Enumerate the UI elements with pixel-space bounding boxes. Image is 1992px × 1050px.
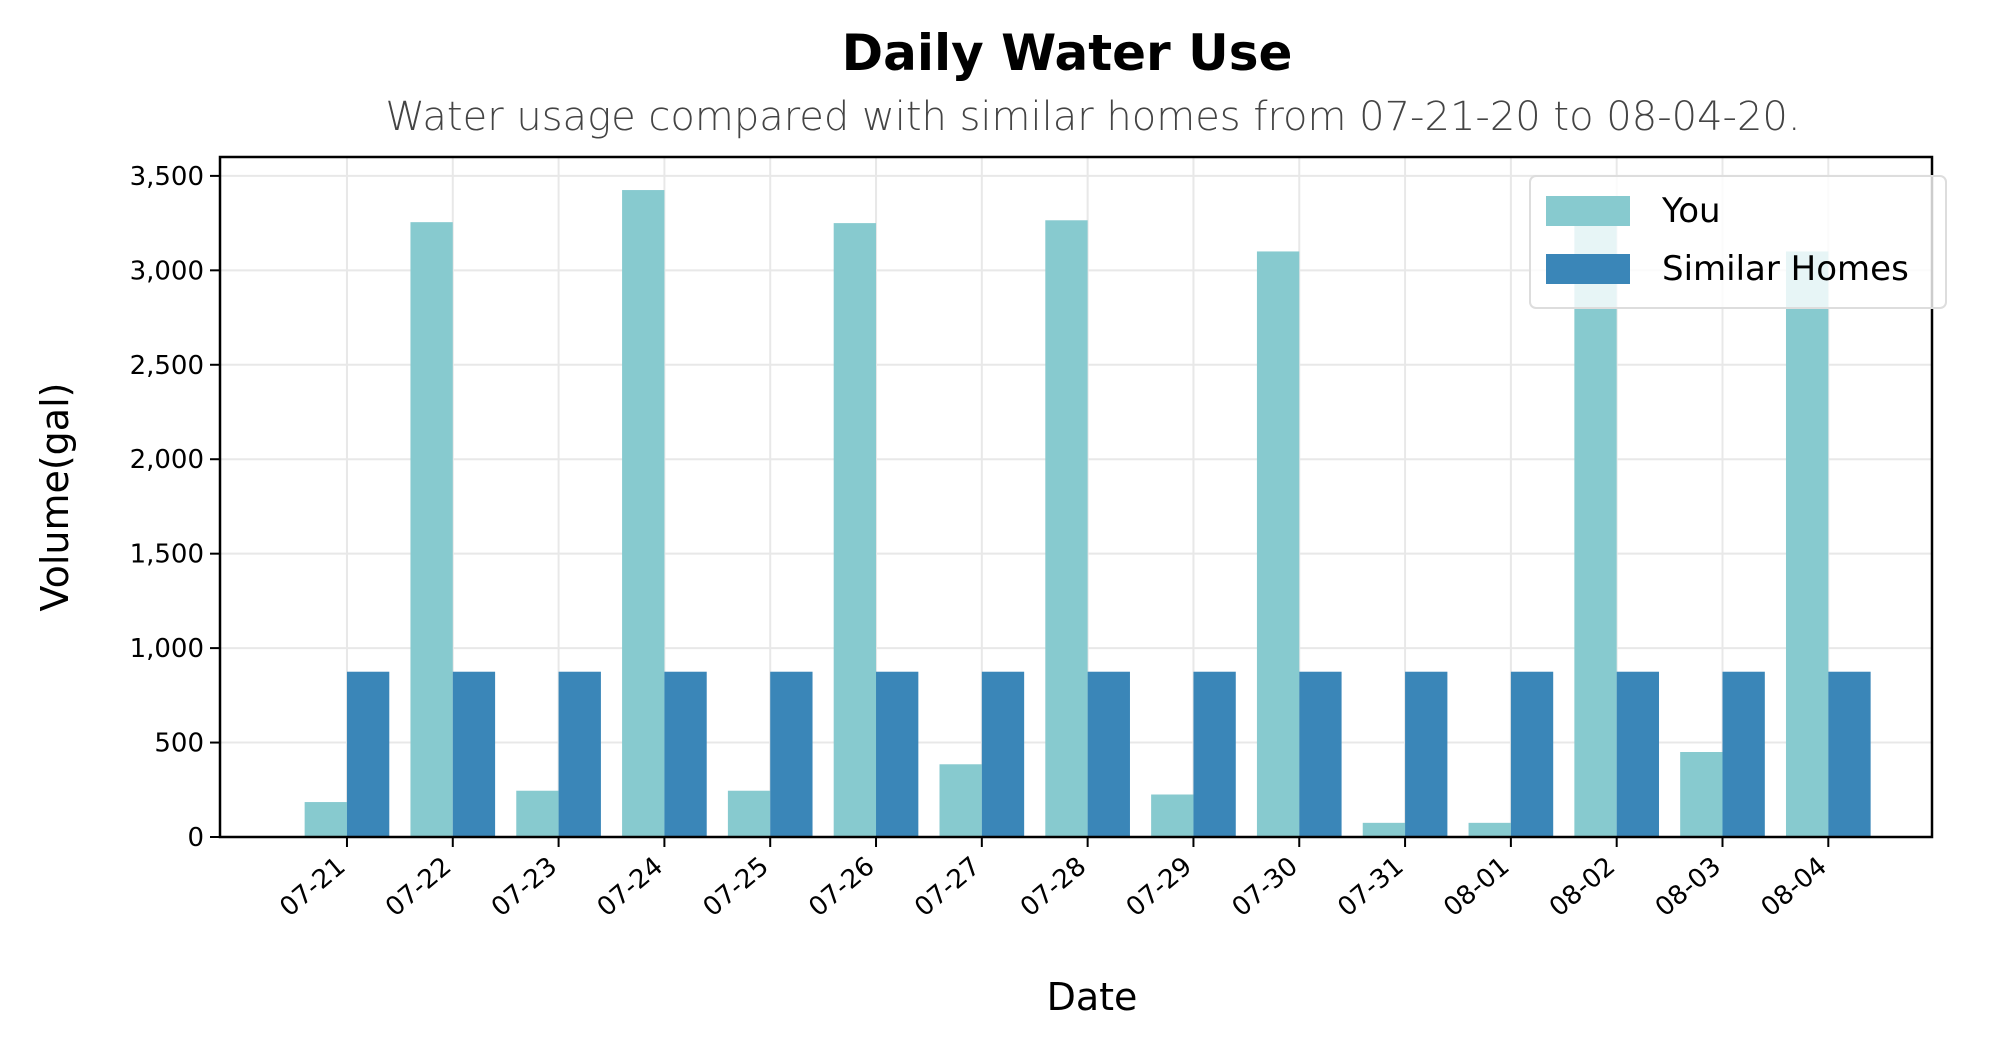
x-tick-label-08-01: 08-01 (1438, 851, 1515, 923)
bar-similar-homes-08-02 (1616, 671, 1660, 837)
x-tick-label-07-29: 07-29 (1121, 851, 1198, 923)
bar-you-07-28 (1045, 220, 1088, 837)
bar-you-07-31 (1362, 822, 1406, 837)
x-tick-label-07-24: 07-24 (592, 851, 669, 923)
bar-similar-homes-07-27 (981, 671, 1025, 837)
y-tick-label-2000: 2,000 (130, 445, 204, 475)
bars-layer (304, 190, 1871, 838)
bar-similar-homes-08-04 (1828, 671, 1871, 837)
y-tick-label-500: 500 (154, 729, 204, 759)
x-tick-label-07-30: 07-30 (1227, 851, 1304, 923)
bar-similar-homes-07-29 (1193, 671, 1236, 837)
x-tick-label-07-25: 07-25 (698, 851, 775, 923)
bar-you-07-30 (1256, 251, 1300, 837)
bar-you-07-24 (622, 190, 665, 838)
chart-subtitle: Water usage compared with similar homes … (385, 94, 1800, 140)
legend: You Similar Homes (1529, 175, 1947, 309)
y-axis-label: Volume(gal) (33, 383, 77, 612)
bar-you-07-22 (410, 222, 453, 837)
y-tick-label-2500: 2,500 (130, 351, 204, 381)
x-tick-label-07-27: 07-27 (909, 851, 986, 923)
plot-frame (218, 155, 1934, 839)
bar-similar-homes-07-30 (1299, 671, 1342, 837)
bar-similar-homes-08-03 (1722, 671, 1765, 837)
x-tick-label-07-23: 07-23 (486, 851, 563, 923)
legend-label-similar-homes: Similar Homes (1662, 249, 1909, 289)
bar-similar-homes-07-26 (876, 671, 919, 837)
x-tick-label-08-04: 08-04 (1756, 851, 1833, 923)
legend-box (1529, 175, 1947, 309)
bar-you-08-02 (1574, 220, 1617, 837)
x-tick-label-07-31: 07-31 (1332, 851, 1409, 923)
bar-you-07-25 (727, 790, 771, 837)
bar-you-07-21 (304, 802, 347, 837)
bar-you-07-27 (939, 764, 982, 837)
bar-you-07-23 (516, 790, 559, 837)
legend-label-you: You (1661, 191, 1721, 231)
x-tick-label-07-28: 07-28 (1015, 851, 1092, 923)
legend-swatch-you (1546, 196, 1630, 226)
x-tick-label-07-21: 07-21 (274, 851, 351, 923)
bar-similar-homes-07-25 (770, 671, 813, 837)
bar-similar-homes-08-01 (1510, 671, 1554, 837)
y-axis: 0 500 1,000 1,500 2,000 2,500 3,000 3,500 (130, 162, 220, 853)
x-axis-label: Date (1047, 975, 1138, 1019)
y-tick-label-1000: 1,000 (130, 634, 204, 664)
legend-swatch-similar-homes (1546, 254, 1630, 284)
x-axis: 07-21 07-22 07-23 07-24 07-25 07-26 07-27 07-28… (274, 837, 1833, 923)
x-tick-label-07-22: 07-22 (380, 851, 457, 923)
bar-similar-homes-07-28 (1087, 671, 1130, 837)
bar-similar-homes-07-22 (452, 671, 496, 837)
bar-you-08-04 (1785, 251, 1829, 837)
x-tick-label-08-03: 08-03 (1650, 851, 1727, 923)
x-tick-label-08-02: 08-02 (1544, 851, 1621, 923)
y-tick-label-0: 0 (187, 823, 204, 853)
bar-similar-homes-07-23 (558, 671, 601, 837)
y-tick-label-1500: 1,500 (130, 540, 204, 570)
x-tick-label-07-26: 07-26 (803, 851, 880, 923)
y-tick-label-3000: 3,000 (130, 256, 204, 286)
bar-you-08-03 (1680, 752, 1723, 837)
bar-you-07-26 (833, 223, 877, 838)
bar-similar-homes-07-31 (1405, 671, 1448, 837)
chart-title: Daily Water Use (842, 24, 1293, 82)
bar-similar-homes-07-24 (664, 671, 707, 837)
bar-you-07-29 (1151, 794, 1194, 837)
y-tick-label-3500: 3,500 (130, 162, 204, 192)
bar-you-08-01 (1468, 822, 1511, 837)
bar-similar-homes-07-21 (346, 671, 390, 837)
